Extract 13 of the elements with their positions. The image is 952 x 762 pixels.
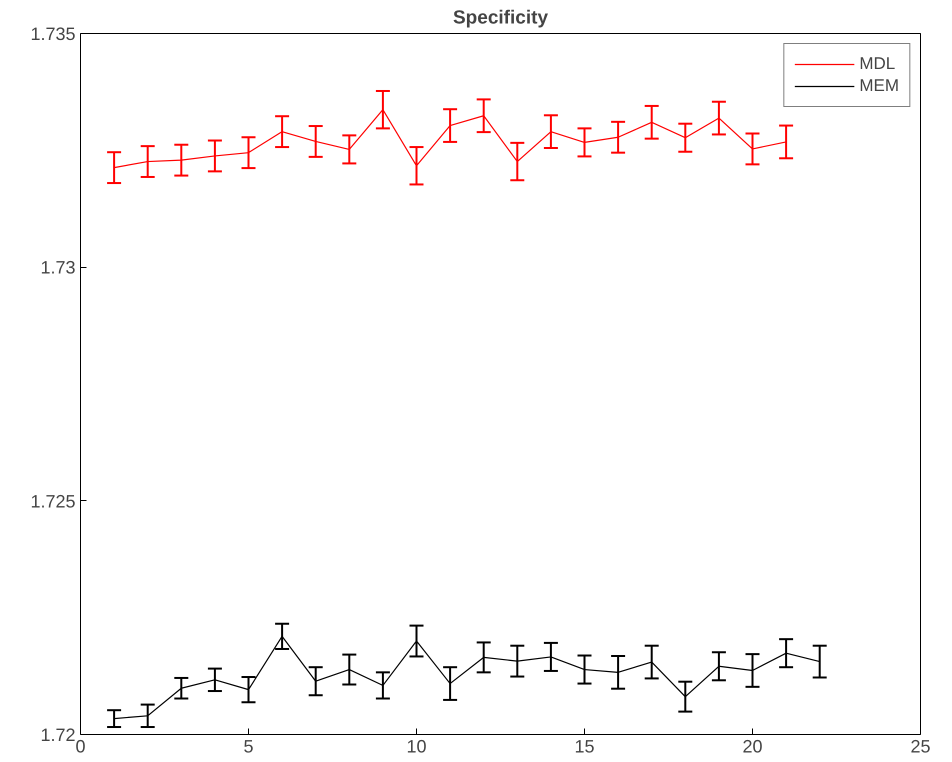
y-tick-label: 1.72 <box>40 725 76 745</box>
x-tick-label: 5 <box>243 736 254 756</box>
y-tick-label: 1.725 <box>30 491 76 512</box>
x-tick-label: 15 <box>574 736 595 756</box>
legend-label: MEM <box>859 76 899 96</box>
legend-label: MDL <box>859 54 896 74</box>
x-tick-label: 25 <box>910 736 931 756</box>
chart-title: Specificity <box>452 8 548 28</box>
x-tick-label: 10 <box>406 736 427 756</box>
x-tick-label: 0 <box>75 736 86 756</box>
x-tick-label: 20 <box>742 736 763 756</box>
y-tick-label: 1.73 <box>40 258 76 278</box>
y-tick-label: 1.735 <box>30 24 76 44</box>
